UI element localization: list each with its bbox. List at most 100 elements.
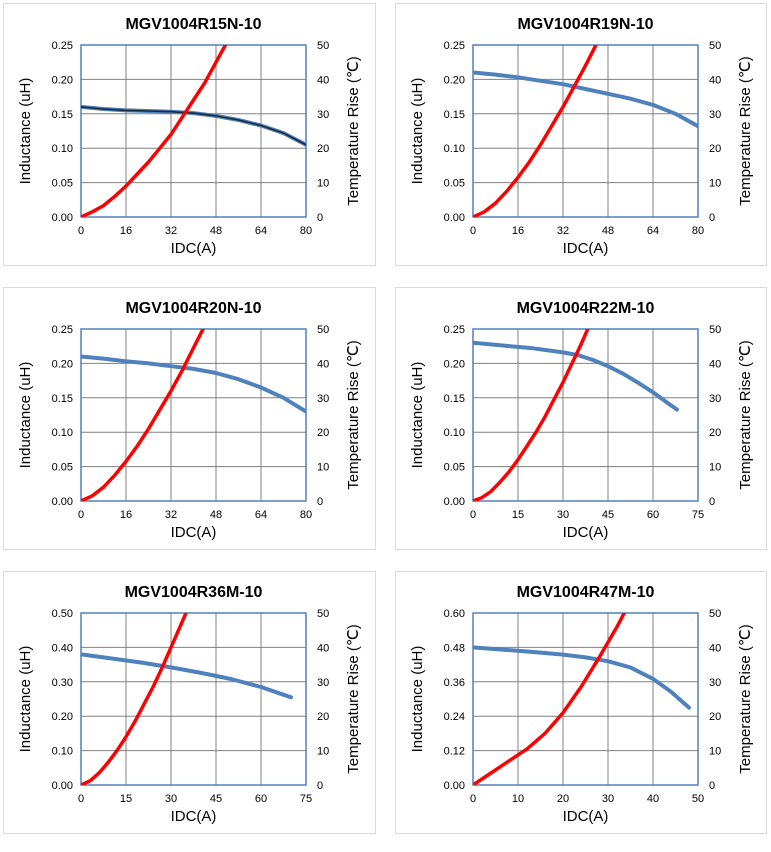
y-axis-label: Inductance (uH) (17, 78, 34, 185)
y-tick-label: 0.05 (444, 178, 465, 190)
y2-axis-label: Temperature Rise (℃) (737, 56, 754, 205)
x-tick-label: 32 (165, 225, 177, 237)
y-tick-label: 0.12 (444, 746, 465, 758)
plot-area-border (472, 612, 699, 786)
x-tick-label: 0 (78, 793, 84, 805)
x-tick-label: 60 (255, 793, 267, 805)
chart-title: MGV1004R19N-10 (517, 16, 653, 33)
y2-tick-label: 10 (709, 746, 721, 758)
plot-area-border (80, 612, 307, 786)
y2-tick-label: 40 (317, 358, 329, 370)
y-tick-label: 0.20 (52, 358, 73, 370)
plot-area-border (80, 328, 307, 502)
chart-title: MGV1004R47M-10 (517, 584, 655, 601)
y2-tick-label: 30 (709, 393, 721, 405)
chart-title: MGV1004R15N-10 (125, 16, 261, 33)
x-tick-label: 15 (120, 793, 132, 805)
plot-series-group (473, 45, 698, 217)
y2-tick-label: 10 (317, 462, 329, 474)
y2-tick-label: 0 (709, 496, 715, 508)
y2-tick-label: 40 (709, 358, 721, 370)
y-tick-label: 0.20 (444, 74, 465, 86)
chart-svg: MGV1004R47M-10 0 10 20 30 40 50 0.00 0.12 0.24 0.3… (409, 584, 754, 825)
x-tick-label: 60 (647, 509, 659, 521)
chart-svg: MGV1004R36M-10 0 15 30 45 60 75 0.00 0.10 0.20 0.3… (17, 584, 362, 825)
x-tick-label: 32 (557, 225, 569, 237)
y2-tick-label: 40 (317, 642, 329, 654)
y-tick-label: 0.00 (52, 212, 73, 224)
plot-series-group (473, 329, 679, 501)
plot-series-group (473, 613, 691, 785)
y2-tick-label: 50 (709, 324, 721, 336)
x-tick-label: 32 (165, 509, 177, 521)
x-tick-label: 40 (647, 793, 659, 805)
inductance-line (473, 645, 691, 710)
y-axis-label: Inductance (uH) (409, 646, 426, 753)
y-axis-label: Inductance (uH) (409, 78, 426, 185)
x-tick-label: 75 (300, 793, 312, 805)
y2-tick-label: 30 (317, 109, 329, 121)
y-tick-label: 0.00 (444, 496, 465, 508)
plot-area-border (80, 44, 307, 218)
x-tick-label: 0 (470, 509, 476, 521)
y2-tick-label: 20 (709, 711, 721, 723)
chart-svg: MGV1004R19N-10 0 16 32 48 64 80 0.00 0.05 0.10 0.1… (409, 16, 754, 257)
y-tick-label: 0.15 (52, 109, 73, 121)
chart-panel-4: MGV1004R22M-10 0 15 30 45 60 75 0.00 0.05 0.10 0.1… (395, 287, 767, 550)
temperature-rise-line (81, 329, 206, 501)
y-tick-label: 0.10 (52, 143, 73, 155)
y-tick-label: 0.00 (444, 780, 465, 792)
x-tick-label: 0 (470, 793, 476, 805)
y-tick-label: 0.36 (444, 677, 465, 689)
y-tick-label: 0.15 (444, 393, 465, 405)
y2-tick-label: 10 (709, 462, 721, 474)
chart-title: MGV1004R22M-10 (517, 300, 655, 317)
plot-area-border (472, 328, 699, 502)
x-tick-label: 0 (470, 225, 476, 237)
x-axis-label: IDC(A) (171, 524, 217, 541)
y-tick-label: 0.60 (444, 608, 465, 620)
x-tick-label: 48 (210, 225, 222, 237)
chart-svg: MGV1004R15N-10 0 16 32 48 64 80 0.00 0.05 0.10 0.1… (17, 16, 362, 257)
y-tick-label: 0.05 (52, 178, 73, 190)
y2-tick-label: 30 (709, 677, 721, 689)
chart-title: MGV1004R36M-10 (125, 584, 263, 601)
x-tick-label: 0 (78, 225, 84, 237)
x-tick-label: 50 (692, 793, 704, 805)
y-axis-label: Inductance (uH) (17, 362, 34, 469)
x-tick-label: 15 (512, 509, 524, 521)
x-tick-label: 48 (602, 225, 614, 237)
y2-tick-label: 40 (709, 74, 721, 86)
y2-axis-label: Temperature Rise (℃) (345, 624, 362, 773)
y-tick-label: 0.24 (444, 711, 465, 723)
y-tick-label: 0.20 (444, 358, 465, 370)
y2-tick-label: 10 (709, 178, 721, 190)
plot-series-group (81, 329, 306, 501)
x-axis-label: IDC(A) (563, 240, 609, 257)
inductance-line (81, 354, 306, 414)
plot-series-group (81, 613, 293, 785)
y2-tick-label: 0 (317, 496, 323, 508)
y2-tick-label: 20 (317, 143, 329, 155)
y-tick-label: 0.25 (444, 324, 465, 336)
y-tick-label: 0.10 (444, 427, 465, 439)
y-tick-label: 0.05 (52, 462, 73, 474)
inductance-line (81, 652, 293, 700)
x-tick-label: 20 (557, 793, 569, 805)
y-tick-label: 0.15 (52, 393, 73, 405)
x-tick-label: 0 (78, 509, 84, 521)
x-axis-label: IDC(A) (563, 524, 609, 541)
y-tick-label: 0.00 (444, 212, 465, 224)
y2-tick-label: 0 (317, 780, 323, 792)
x-tick-label: 80 (692, 225, 704, 237)
x-axis-label: IDC(A) (563, 808, 609, 825)
y2-tick-label: 40 (709, 642, 721, 654)
y2-axis-label: Temperature Rise (℃) (345, 340, 362, 489)
x-tick-label: 16 (512, 225, 524, 237)
y2-axis-label: Temperature Rise (℃) (345, 56, 362, 205)
chart-panel-5: MGV1004R36M-10 0 15 30 45 60 75 0.00 0.10 0.20 0.3… (3, 571, 376, 834)
y2-tick-label: 20 (317, 711, 329, 723)
y2-tick-label: 50 (317, 608, 329, 620)
y-tick-label: 0.30 (52, 677, 73, 689)
y2-tick-label: 30 (709, 109, 721, 121)
